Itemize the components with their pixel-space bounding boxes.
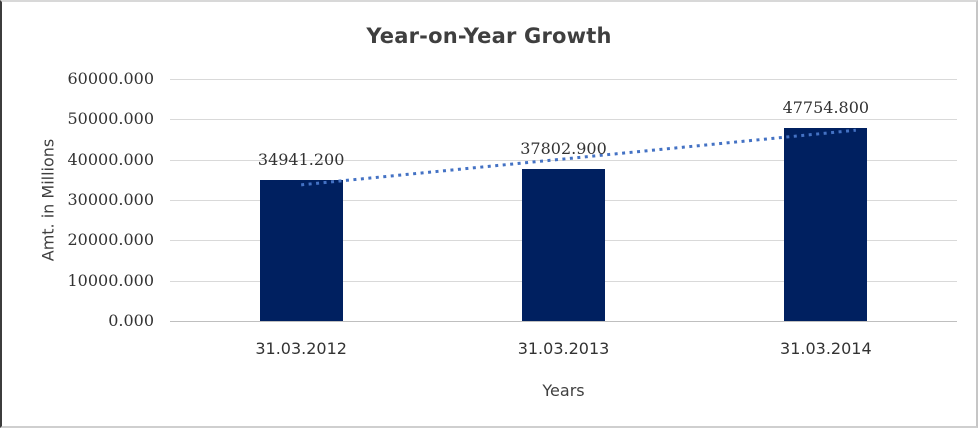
data-label: 37802.900 [520,138,607,158]
y-tick-label: 10000.000 [67,270,154,290]
y-tick-label: 30000.000 [67,190,154,209]
data-label: 47754.800 [782,98,870,118]
bar [784,128,868,321]
x-axis-title: Years [542,381,585,400]
y-tick-label: 0.000 [108,311,154,330]
x-axis-line [170,321,957,322]
gridline [170,119,957,121]
trendline [301,128,856,187]
trendline-path [301,128,856,187]
y-tick-label: 20000.000 [67,230,154,250]
y-tick-label: 40000.000 [67,149,154,169]
bar [259,180,343,321]
x-tick-label: 31.03.2012 [255,339,347,358]
y-tick-label: 50000.000 [67,109,154,129]
data-label: 34941.200 [257,150,345,170]
chart-title: Year-on-Year Growth [366,24,612,48]
y-tick-label: 60000.000 [67,69,154,88]
plot-area: 34941.200 37802.900 47754.800 [170,79,957,322]
x-tick-label: 31.03.2013 [517,339,610,358]
bar [522,168,605,321]
gridline [170,79,957,80]
x-tick-label: 31.03.2014 [780,339,872,358]
